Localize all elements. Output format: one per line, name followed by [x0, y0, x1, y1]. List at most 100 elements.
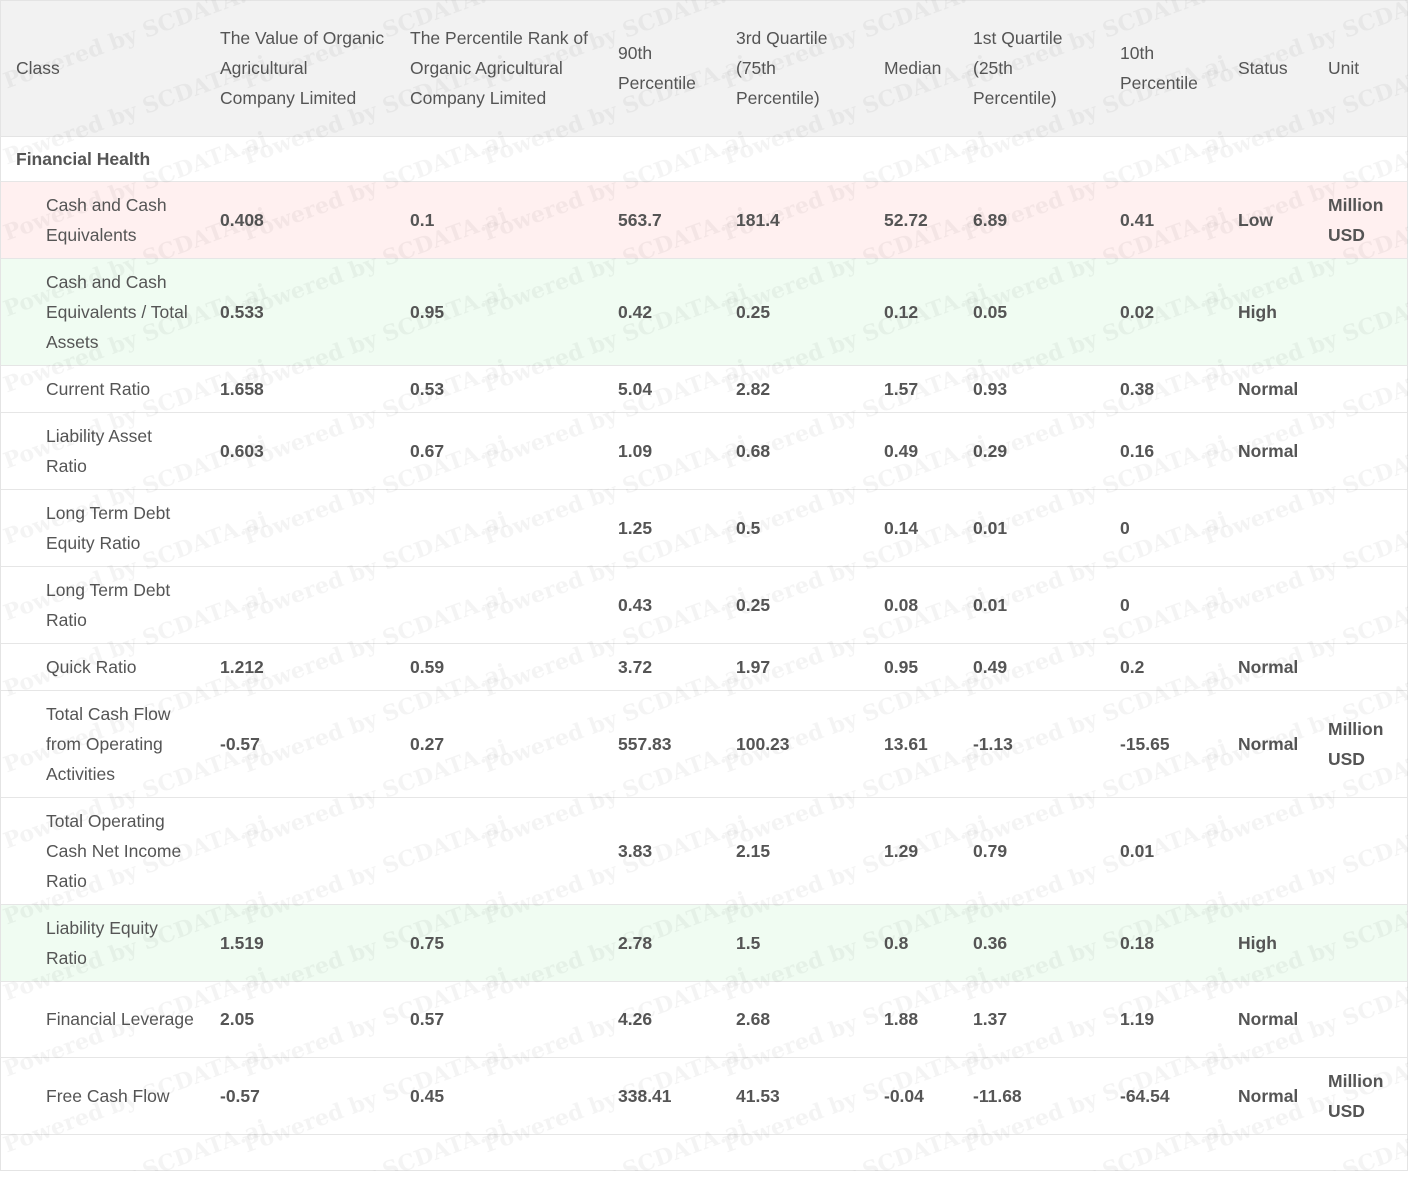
cell-p10: 0.16	[1104, 412, 1222, 490]
cell-value: 2.05	[204, 981, 394, 1058]
table-row: Total Cash Flow from Operating Activitie…	[0, 690, 1408, 798]
cell-q1: 6.89	[957, 181, 1104, 259]
cell-status: High	[1222, 904, 1312, 982]
col-header-10th-percentile: 10th Percentile	[1104, 0, 1222, 137]
cell-p10: 0.02	[1104, 258, 1222, 366]
col-header-90th-percentile: 90th Percentile	[602, 0, 720, 137]
cell-percentile-rank: 0.57	[394, 981, 602, 1058]
cell-p10: 0	[1104, 489, 1222, 567]
table-row: Long Term Debt Equity Ratio 1.25 0.5 0.14 0.…	[0, 489, 1408, 567]
col-header-3rd-quartile: 3rd Quartile (75th Percentile)	[720, 0, 868, 137]
table-row: Free Cash Flow -0.57 0.45 338.41 41.53 -0.04-…	[0, 1057, 1408, 1135]
cell-p10: 0.38	[1104, 365, 1222, 413]
cell-status	[1222, 489, 1312, 567]
cell-q1: 1.37	[957, 981, 1104, 1058]
cell-percentile-rank: 0.27	[394, 690, 602, 798]
cell-unit	[1312, 258, 1408, 366]
cell-class: Total Operating Cash Net Income Ratio	[0, 797, 204, 905]
cell-class: Free Cash Flow	[0, 1057, 204, 1135]
cell-q1: 0.01	[957, 566, 1104, 644]
cell-q1: -11.68	[957, 1057, 1104, 1135]
cell-q1: 0.29	[957, 412, 1104, 490]
cell-median: 52.72	[868, 181, 957, 259]
cell-q3: 0.25	[720, 258, 868, 366]
cell-percentile-rank: 0.75	[394, 904, 602, 982]
cell-percentile-rank: 0.67	[394, 412, 602, 490]
cell-q1: 0.05	[957, 258, 1104, 366]
cell-q1: 0.93	[957, 365, 1104, 413]
cell-value: 1.212	[204, 643, 394, 691]
cell-median: 0.49	[868, 412, 957, 490]
cell-class: Liability Asset Ratio	[0, 412, 204, 490]
col-header-class: Class	[0, 0, 204, 137]
cell-q3: 0.68	[720, 412, 868, 490]
cell-status: Normal	[1222, 643, 1312, 691]
cell-p10: -64.54	[1104, 1057, 1222, 1135]
cell-p10: 0.18	[1104, 904, 1222, 982]
section-row: Financial Health	[0, 136, 1408, 182]
cell-p10: 0	[1104, 566, 1222, 644]
cell-status	[1222, 566, 1312, 644]
cell-percentile-rank: 0.59	[394, 643, 602, 691]
table-row: Long Term Debt Ratio 0.43 0.25 0.08 0.01 0	[0, 566, 1408, 644]
cell-class: Cash and Cash Equivalents	[0, 181, 204, 259]
cell-unit: Million USD	[1312, 181, 1408, 259]
cell-value	[204, 566, 394, 644]
cell-percentile-rank: 0.1	[394, 181, 602, 259]
table-row: Financial Leverage 2.05 0.57 4.26 2.68 1.88 1.…	[0, 981, 1408, 1058]
cell-status: Low	[1222, 181, 1312, 259]
cell-class: Liability Equity Ratio	[0, 904, 204, 982]
header-row: Class The Value of Organic Agricultural …	[0, 0, 1408, 137]
cell-median: 1.29	[868, 797, 957, 905]
cell-median: 0.08	[868, 566, 957, 644]
cell-value: 0.533	[204, 258, 394, 366]
cell-unit	[1312, 365, 1408, 413]
cell-q1: 0.49	[957, 643, 1104, 691]
cell-unit	[1312, 797, 1408, 905]
cell-q3: 41.53	[720, 1057, 868, 1135]
col-header-1st-quartile: 1st Quartile (25th Percentile)	[957, 0, 1104, 137]
cell-value: -0.57	[204, 1057, 394, 1135]
cell-class: Financial Leverage	[0, 981, 204, 1058]
spacer-row	[0, 1134, 1408, 1197]
col-header-median: Median	[868, 0, 957, 137]
cell-q3: 2.82	[720, 365, 868, 413]
cell-p10: -15.65	[1104, 690, 1222, 798]
cell-unit: Million USD	[1312, 690, 1408, 798]
cell-q1: 0.79	[957, 797, 1104, 905]
cell-status: Normal	[1222, 1057, 1312, 1135]
cell-p90: 0.43	[602, 566, 720, 644]
cell-p90: 563.7	[602, 181, 720, 259]
cell-percentile-rank: 0.53	[394, 365, 602, 413]
table-row: Liability Asset Ratio 0.603 0.67 1.09 0.68 0.…	[0, 412, 1408, 490]
col-header-value: The Value of Organic Agricultural Compan…	[204, 0, 394, 137]
cell-q3: 2.68	[720, 981, 868, 1058]
cell-value	[204, 489, 394, 567]
table-row: Current Ratio 1.658 0.53 5.04 2.82 1.57 0.93 0.…	[0, 365, 1408, 413]
cell-class: Long Term Debt Equity Ratio	[0, 489, 204, 567]
cell-status: Normal	[1222, 365, 1312, 413]
col-header-unit: Unit	[1312, 0, 1408, 137]
cell-value: 1.519	[204, 904, 394, 982]
cell-class: Cash and Cash Equivalents / Total Assets	[0, 258, 204, 366]
cell-p90: 5.04	[602, 365, 720, 413]
col-header-percentile-rank: The Percentile Rank of Organic Agricultu…	[394, 0, 602, 137]
table-row: Quick Ratio 1.212 0.59 3.72 1.97 0.95 0.49 0.2 N…	[0, 643, 1408, 691]
cell-value: 0.603	[204, 412, 394, 490]
cell-p90: 2.78	[602, 904, 720, 982]
cell-p10: 0.01	[1104, 797, 1222, 905]
cell-q3: 1.97	[720, 643, 868, 691]
cell-median: 1.88	[868, 981, 957, 1058]
cell-p90: 3.83	[602, 797, 720, 905]
cell-p90: 557.83	[602, 690, 720, 798]
cell-median: 13.61	[868, 690, 957, 798]
cell-q1: 0.01	[957, 489, 1104, 567]
table-row: Cash and Cash Equivalents / Total Assets…	[0, 258, 1408, 366]
cell-unit	[1312, 643, 1408, 691]
col-header-status: Status	[1222, 0, 1312, 137]
cell-unit: Million USD	[1312, 1057, 1408, 1135]
cell-percentile-rank	[394, 797, 602, 905]
cell-q3: 0.25	[720, 566, 868, 644]
cell-status: Normal	[1222, 412, 1312, 490]
cell-status: Normal	[1222, 690, 1312, 798]
